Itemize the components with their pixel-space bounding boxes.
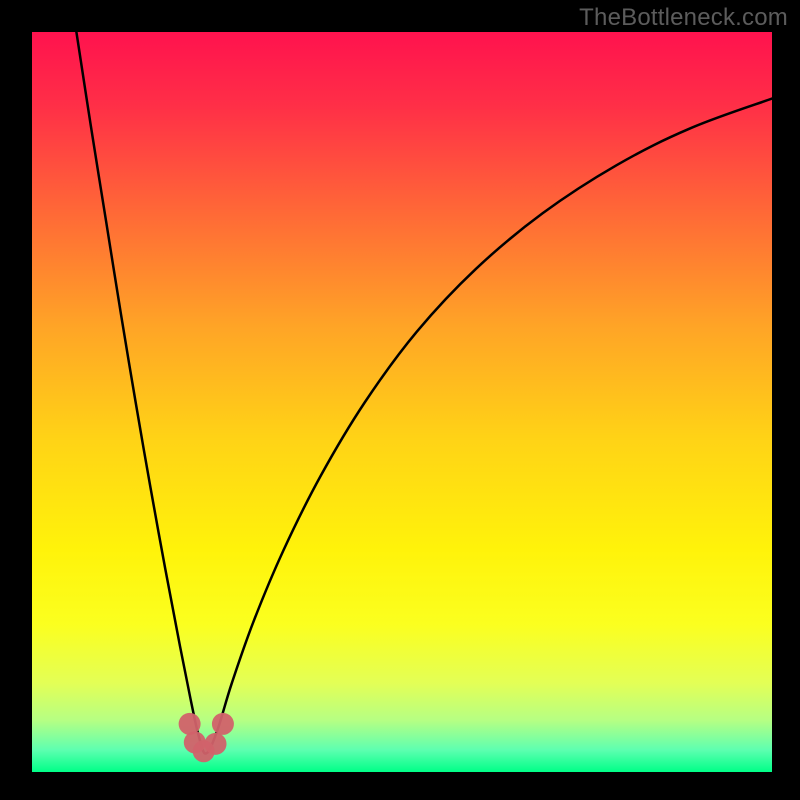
watermark-text: TheBottleneck.com [579, 4, 788, 32]
bottleneck-chart [32, 32, 772, 772]
curve-marker [212, 713, 234, 735]
curve-marker [179, 713, 201, 735]
curve-marker [205, 733, 227, 755]
chart-stage: TheBottleneck.com [0, 0, 800, 800]
